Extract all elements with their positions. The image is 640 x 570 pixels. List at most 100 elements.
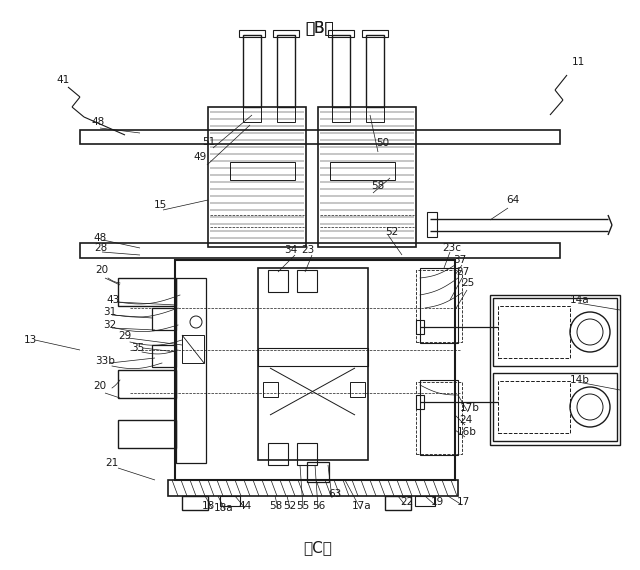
Text: 29: 29	[118, 331, 132, 341]
Bar	[239, 30, 265, 37]
Bar	[297, 270, 317, 292]
Text: 35: 35	[131, 343, 145, 353]
Text: 58: 58	[371, 181, 385, 191]
Text: （B）: （B）	[306, 21, 334, 35]
Text: 34: 34	[284, 245, 298, 255]
Text: 23c: 23c	[442, 243, 461, 253]
Bar	[277, 35, 295, 107]
Text: 16b: 16b	[457, 427, 477, 437]
Text: 15: 15	[154, 200, 166, 210]
Text: 43: 43	[106, 295, 120, 305]
Text: 18: 18	[202, 501, 214, 511]
Text: 48: 48	[92, 117, 104, 127]
Text: 14b: 14b	[570, 375, 590, 385]
Bar	[152, 308, 176, 330]
Text: 24: 24	[460, 415, 472, 425]
Bar	[208, 107, 306, 247]
Bar	[176, 278, 206, 463]
Text: 56: 56	[312, 501, 326, 511]
Bar	[493, 373, 617, 441]
Bar	[420, 268, 458, 343]
Text: 13: 13	[24, 335, 36, 345]
Text: 32: 32	[104, 320, 116, 330]
Bar	[415, 496, 435, 506]
Bar	[307, 462, 329, 482]
Text: 58: 58	[269, 501, 283, 511]
Bar	[273, 30, 299, 37]
Text: 17a: 17a	[352, 501, 372, 511]
Text: 50: 50	[376, 138, 390, 148]
Bar	[175, 260, 455, 480]
Bar	[318, 107, 416, 247]
Text: 52: 52	[385, 227, 399, 237]
Text: 33b: 33b	[95, 356, 115, 366]
Text: 17b: 17b	[460, 403, 480, 413]
Bar	[493, 298, 617, 366]
Bar	[366, 107, 384, 122]
Text: 14a: 14a	[570, 295, 590, 305]
Text: 19: 19	[430, 497, 444, 507]
Bar	[498, 381, 570, 433]
Text: 48: 48	[93, 233, 107, 243]
Bar	[268, 443, 288, 465]
Bar	[332, 35, 350, 107]
Bar	[277, 107, 295, 122]
Text: 44: 44	[238, 501, 252, 511]
Text: 41: 41	[56, 75, 70, 85]
Text: 11: 11	[572, 57, 584, 67]
Text: 55: 55	[296, 501, 310, 511]
Text: （B）: （B）	[306, 21, 334, 35]
Bar	[118, 370, 176, 398]
Bar	[182, 496, 208, 510]
Bar	[258, 268, 368, 460]
Text: 52: 52	[284, 501, 296, 511]
Text: 27: 27	[456, 267, 470, 277]
Bar	[220, 496, 240, 506]
Bar	[230, 162, 295, 180]
Text: 31: 31	[104, 307, 116, 317]
Bar	[416, 395, 424, 409]
Bar	[416, 382, 462, 454]
Bar	[427, 212, 437, 237]
Bar	[416, 270, 462, 342]
Bar	[416, 320, 424, 334]
Text: 63: 63	[328, 489, 342, 499]
Bar	[243, 107, 261, 122]
Bar	[328, 30, 354, 37]
Text: 20: 20	[95, 265, 109, 275]
Text: （C）: （C）	[303, 540, 332, 556]
Text: 25: 25	[461, 278, 475, 288]
Text: 49: 49	[193, 152, 207, 162]
Bar	[263, 382, 278, 397]
Text: 28: 28	[94, 243, 108, 253]
Text: 64: 64	[506, 195, 520, 205]
Bar	[366, 35, 384, 107]
Text: 21: 21	[106, 458, 118, 468]
Bar	[297, 443, 317, 465]
Bar	[168, 480, 458, 496]
Bar	[268, 270, 288, 292]
Bar	[332, 107, 350, 122]
Bar	[243, 35, 261, 107]
Bar	[385, 496, 411, 510]
Text: 51: 51	[202, 137, 216, 147]
Bar	[258, 348, 368, 366]
Bar	[182, 335, 204, 363]
Text: 18a: 18a	[214, 503, 234, 513]
Bar	[498, 306, 570, 358]
Bar	[152, 345, 176, 367]
Text: 17: 17	[456, 497, 470, 507]
Bar	[362, 30, 388, 37]
Bar	[118, 420, 176, 448]
Bar	[330, 162, 395, 180]
Bar	[80, 243, 560, 258]
Text: 37: 37	[453, 255, 467, 265]
Bar	[490, 295, 620, 445]
Bar	[350, 382, 365, 397]
Text: 23: 23	[301, 245, 315, 255]
Text: 20: 20	[93, 381, 107, 391]
Bar	[420, 380, 458, 455]
Bar	[80, 130, 560, 144]
Bar	[118, 278, 176, 306]
Text: 22: 22	[401, 497, 413, 507]
